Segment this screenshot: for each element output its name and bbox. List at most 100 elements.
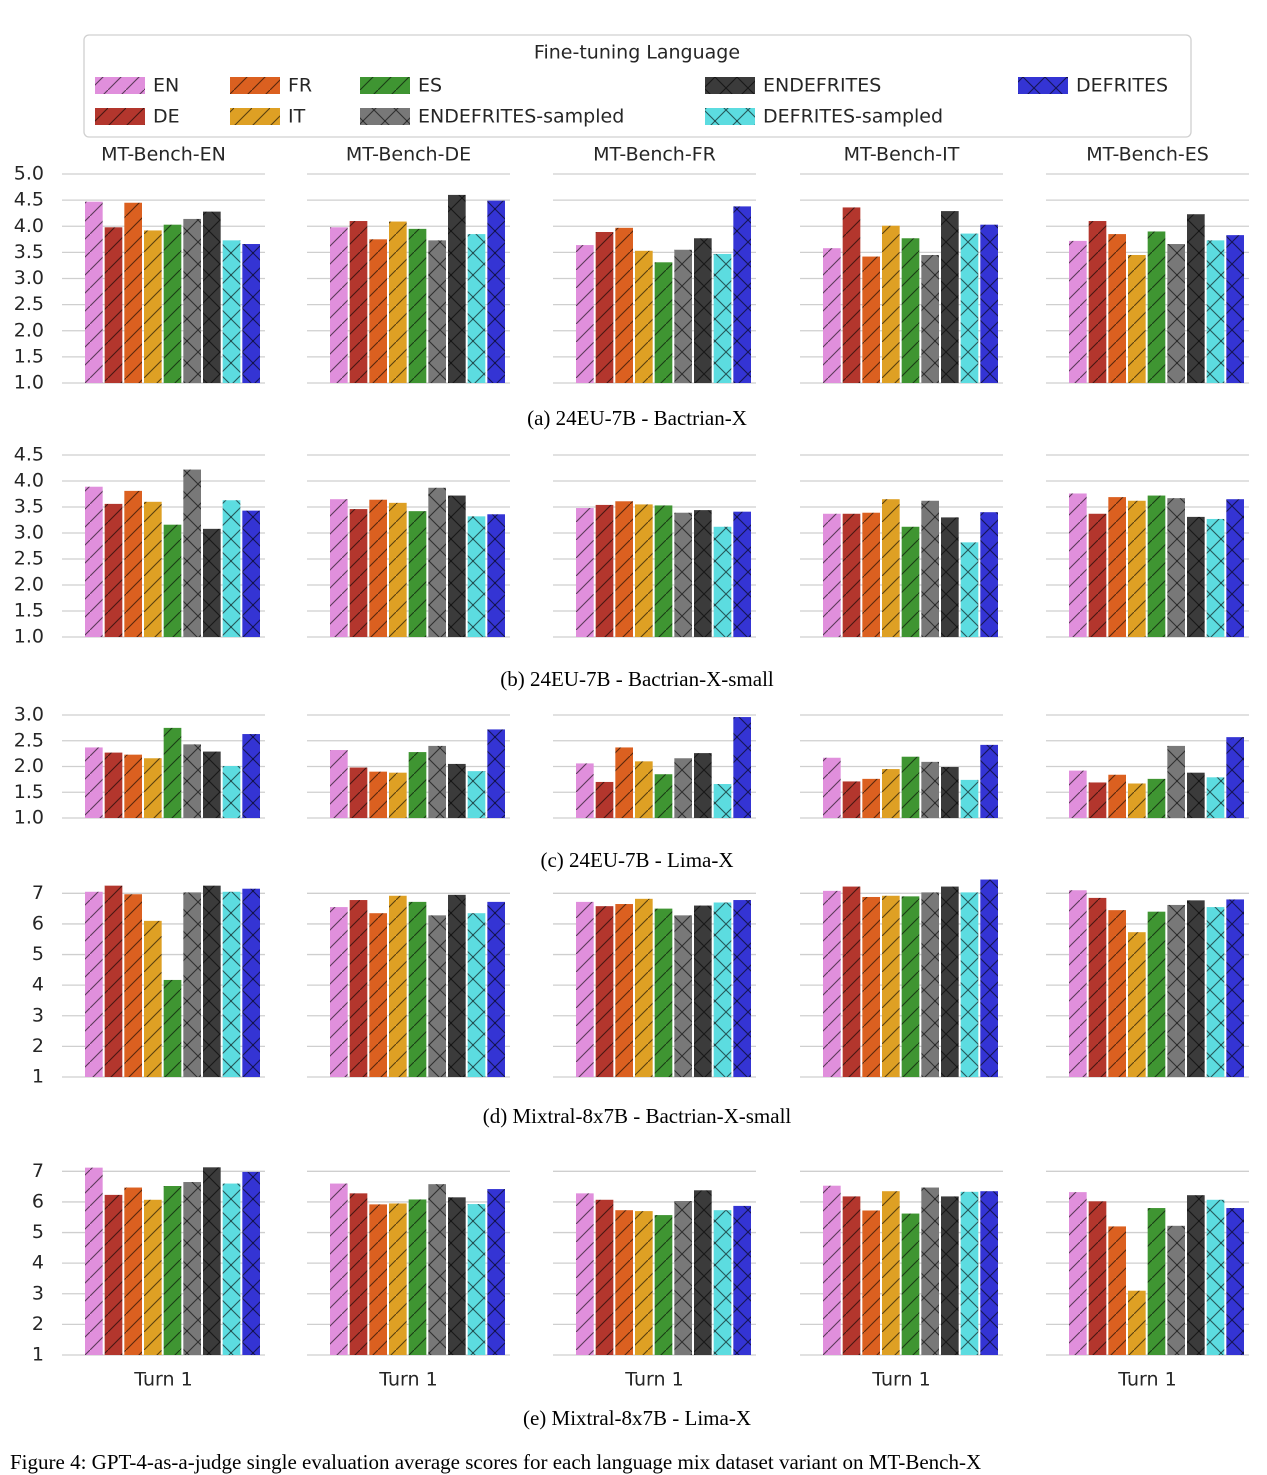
bar	[448, 194, 466, 383]
bar	[428, 745, 446, 818]
row-caption: (e) Mixtral-8x7B - Lima-X	[523, 1406, 751, 1430]
bar	[1167, 244, 1185, 383]
bar	[1206, 907, 1225, 1077]
bar	[222, 765, 241, 818]
bar	[467, 771, 486, 818]
bar	[487, 1189, 505, 1355]
bar	[960, 1191, 979, 1355]
legend-label: ENDEFRITES	[763, 75, 881, 97]
bar	[467, 1204, 486, 1355]
bar	[576, 901, 594, 1077]
bar	[654, 908, 673, 1077]
bar	[389, 772, 407, 818]
bar	[921, 1187, 939, 1355]
y-tick-label: 7	[32, 1160, 44, 1182]
bar	[104, 1194, 123, 1355]
bar	[124, 1187, 142, 1355]
bar	[1128, 254, 1146, 383]
bar	[1226, 899, 1244, 1077]
y-tick-label: 3.0	[14, 522, 44, 544]
y-tick-label: 3	[32, 1004, 44, 1026]
y-tick-label: 1	[32, 1344, 44, 1366]
y-tick-label: 2.5	[14, 729, 44, 751]
bar	[389, 221, 407, 383]
bar	[595, 1199, 614, 1355]
y-tick-label: 1.0	[14, 807, 44, 829]
bar	[941, 767, 959, 818]
y-tick-label: 3	[32, 1282, 44, 1304]
bar	[330, 907, 348, 1077]
bar	[713, 526, 732, 637]
y-tick-label: 4.5	[14, 189, 44, 211]
bar	[882, 769, 900, 818]
legend-swatch	[705, 77, 755, 94]
bar	[222, 1183, 241, 1355]
x-tick-label: Turn 1	[624, 1369, 683, 1391]
bar	[713, 784, 732, 818]
bar	[183, 218, 201, 383]
y-tick-label: 5.0	[14, 163, 44, 185]
bar	[694, 905, 712, 1077]
bar	[183, 892, 201, 1077]
bar	[428, 1184, 446, 1355]
bar	[1069, 493, 1087, 637]
bar	[428, 915, 446, 1077]
bar	[428, 487, 446, 637]
bar	[448, 1197, 466, 1355]
bar	[901, 526, 920, 637]
bar	[467, 234, 486, 383]
legend-swatch	[230, 77, 280, 94]
bar	[1147, 911, 1166, 1077]
bar	[960, 542, 979, 637]
bar	[104, 227, 123, 383]
y-tick-label: 1.0	[14, 372, 44, 394]
bar	[408, 228, 427, 383]
legend-title: Fine-tuning Language	[534, 42, 740, 64]
bar	[448, 763, 466, 818]
bar	[674, 758, 692, 818]
panel-title: MT-Bench-FR	[593, 144, 716, 166]
bar	[1226, 499, 1244, 637]
bar	[428, 240, 446, 383]
bar	[124, 202, 142, 383]
bar	[1147, 231, 1166, 383]
bar	[144, 501, 162, 637]
bar	[862, 896, 880, 1077]
bar	[595, 504, 614, 637]
bar	[369, 771, 387, 818]
bar	[163, 727, 182, 818]
y-tick-label: 2.5	[14, 548, 44, 570]
bar	[369, 499, 387, 637]
legend-label: DEFRITES	[1076, 75, 1168, 97]
bar	[124, 754, 142, 818]
bar	[144, 230, 162, 383]
bar	[1167, 745, 1185, 818]
bar	[901, 238, 920, 383]
bar	[203, 885, 221, 1077]
bar	[1187, 516, 1205, 637]
bar	[901, 756, 920, 818]
row-caption: (a) 24EU-7B - Bactrian-X	[527, 406, 747, 430]
y-tick-label: 5	[32, 1221, 44, 1243]
bar	[330, 750, 348, 818]
bar	[1167, 498, 1185, 637]
bar	[941, 517, 959, 637]
panel-title: MT-Bench-DE	[346, 144, 471, 166]
bar	[1108, 497, 1126, 637]
bar	[183, 469, 201, 637]
bar	[1108, 910, 1126, 1077]
bar	[183, 744, 201, 818]
bar	[369, 239, 387, 383]
bar	[595, 781, 614, 818]
bar	[1147, 778, 1166, 818]
bar	[941, 886, 959, 1077]
legend-swatch	[360, 108, 410, 125]
bar	[448, 495, 466, 637]
legend-label: ENDEFRITES-sampled	[418, 106, 624, 128]
bar	[1088, 1201, 1107, 1355]
bar	[842, 781, 861, 818]
bar	[1187, 1195, 1205, 1355]
x-tick-label: Turn 1	[133, 1369, 192, 1391]
bar	[654, 774, 673, 818]
